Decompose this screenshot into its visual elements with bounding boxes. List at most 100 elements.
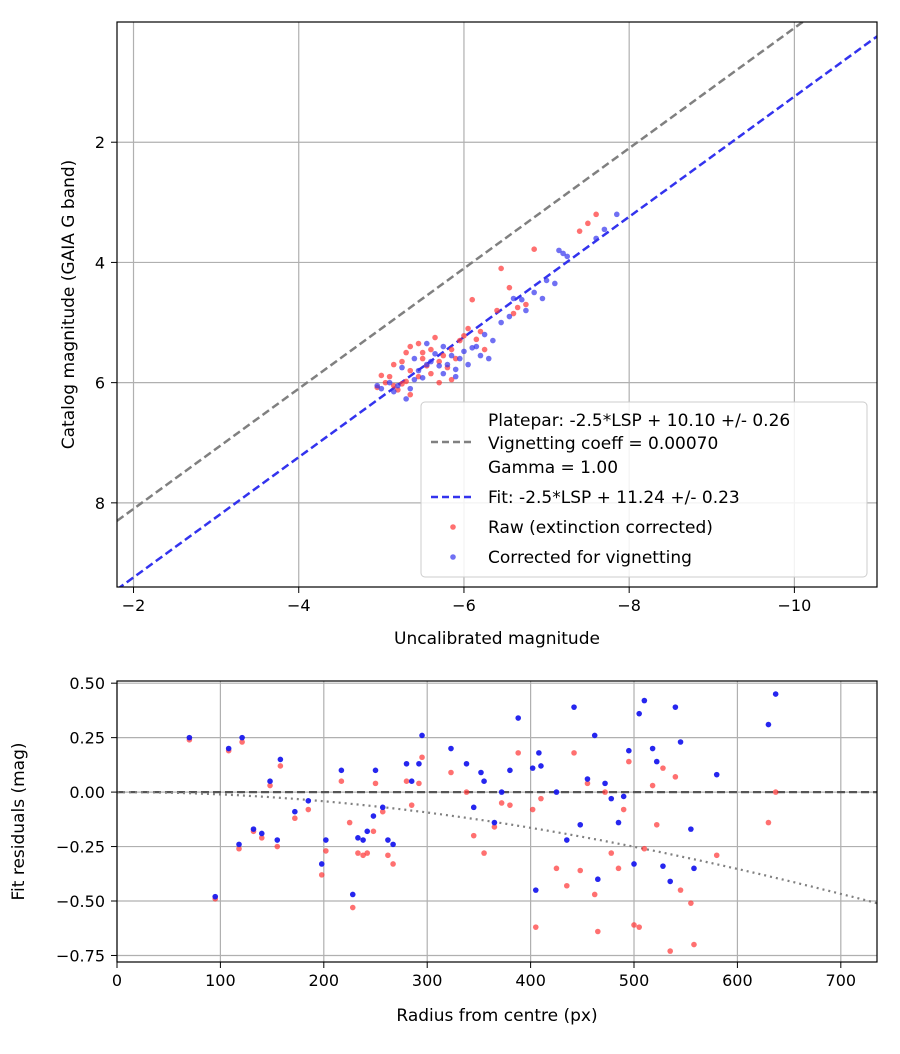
residual-raw-point xyxy=(274,843,281,850)
corrected-point xyxy=(506,313,513,320)
residual-corrected-point xyxy=(765,721,772,728)
top-x-tick-label: −8 xyxy=(617,596,641,615)
bottom-x-tick-label: 0 xyxy=(112,971,122,990)
top-x-axis-label: Uncalibrated magnitude xyxy=(394,629,600,649)
residual-corrected-point xyxy=(691,865,697,872)
bottom-y-tick-label: 0.25 xyxy=(69,729,105,748)
residual-corrected-point xyxy=(338,767,345,774)
raw-point xyxy=(452,355,459,362)
raw-point xyxy=(436,379,442,386)
top-x-tick-label: −6 xyxy=(452,596,476,615)
residual-raw-point xyxy=(631,922,637,928)
bottom-frame xyxy=(116,680,878,963)
residual-corrected-point xyxy=(349,891,356,898)
residual-corrected-point xyxy=(626,747,632,754)
residual-raw-point xyxy=(713,852,720,859)
residual-raw-point xyxy=(584,780,591,787)
residual-raw-point xyxy=(318,872,325,878)
residual-raw-point xyxy=(346,819,353,826)
corrected-point xyxy=(477,352,484,359)
residual-corrected-point xyxy=(274,837,281,843)
residual-raw-point xyxy=(372,780,379,787)
residual-corrected-point xyxy=(212,893,219,900)
residual-corrected-point xyxy=(225,745,232,752)
residual-raw-point xyxy=(408,802,415,808)
raw-point xyxy=(436,358,442,365)
residual-raw-point xyxy=(390,861,396,867)
residual-corrected-point xyxy=(239,734,245,741)
corrected-point xyxy=(601,226,608,233)
corrected-point xyxy=(374,382,381,389)
residual-corrected-point xyxy=(653,758,660,765)
residual-raw-point xyxy=(672,774,679,780)
residual-corrected-point xyxy=(292,808,298,815)
raw-point xyxy=(494,307,500,314)
corrected-point xyxy=(411,355,418,362)
raw-point xyxy=(440,352,447,359)
residual-corrected-point xyxy=(536,750,542,756)
residual-raw-point xyxy=(688,900,694,906)
residual-raw-point xyxy=(385,852,391,859)
top-frame xyxy=(116,21,878,588)
raw-point xyxy=(382,379,389,386)
corrected-point xyxy=(490,337,496,344)
residual-corrected-point xyxy=(448,745,454,752)
raw-point xyxy=(514,304,521,311)
corrected-point xyxy=(436,363,442,369)
raw-point xyxy=(432,334,438,341)
residual-corrected-point xyxy=(641,697,648,704)
residual-corrected-point xyxy=(529,765,536,771)
residual-corrected-point xyxy=(323,837,329,843)
raw-point xyxy=(386,373,393,380)
residual-raw-point xyxy=(379,808,386,815)
residual-corrected-point xyxy=(250,826,257,832)
corrected-point xyxy=(440,343,447,350)
corrected-point xyxy=(415,367,422,374)
corrected-point xyxy=(452,366,459,373)
residual-corrected-point xyxy=(419,732,425,739)
corrected-point xyxy=(428,358,434,365)
residual-raw-point xyxy=(292,815,298,822)
residual-raw-point xyxy=(515,750,521,756)
vignetting-curve xyxy=(117,791,878,905)
residual-raw-point xyxy=(370,828,377,835)
residual-corrected-point xyxy=(372,767,379,774)
residual-raw-point xyxy=(481,850,487,856)
legend-corrected-label: Corrected for vignetting xyxy=(488,548,692,568)
top-y-tick-label: 2 xyxy=(95,133,105,152)
raw-point xyxy=(465,325,471,332)
top-x-tick-label: −4 xyxy=(287,596,311,615)
bottom-x-tick-label: 700 xyxy=(826,971,857,990)
raw-point xyxy=(378,372,385,379)
top-y-tick-label: 8 xyxy=(95,494,105,513)
raw-point xyxy=(399,358,405,365)
top-ticks: −2 −4 −6 −8 −10 2 4 6 8 xyxy=(95,133,811,615)
residual-corrected-point xyxy=(370,813,377,819)
raw-point xyxy=(390,382,397,389)
residual-raw-point xyxy=(660,765,666,771)
raw-point xyxy=(407,343,414,350)
corrected-point xyxy=(564,253,571,260)
legend-gamma-label: Gamma = 1.00 xyxy=(488,458,618,478)
residual-corrected-point xyxy=(318,861,325,867)
raw-point xyxy=(477,328,484,335)
residual-raw-point xyxy=(636,924,642,930)
residual-raw-point xyxy=(355,850,361,856)
raw-point xyxy=(403,378,409,385)
residual-raw-point xyxy=(470,832,477,839)
bottom-plot: 0 100 200 300 400 500 600 700 0.50 0.25 0.00 −0.25 −… xyxy=(9,674,878,1026)
raw-point xyxy=(419,355,426,362)
residual-corrected-point xyxy=(267,778,273,785)
corrected-point xyxy=(613,211,620,218)
residual-raw-point xyxy=(338,778,345,785)
corrected-point xyxy=(510,295,517,302)
bottom-x-axis-label: Radius from centre (px) xyxy=(396,1006,597,1026)
legend-corrected-marker xyxy=(450,554,456,560)
bottom-lines xyxy=(117,790,878,905)
residual-corrected-point xyxy=(416,760,422,767)
residual-corrected-point xyxy=(563,837,570,843)
bottom-y-tick-label: −0.50 xyxy=(56,892,105,911)
residual-raw-point xyxy=(416,780,422,787)
residual-corrected-point xyxy=(636,710,642,717)
